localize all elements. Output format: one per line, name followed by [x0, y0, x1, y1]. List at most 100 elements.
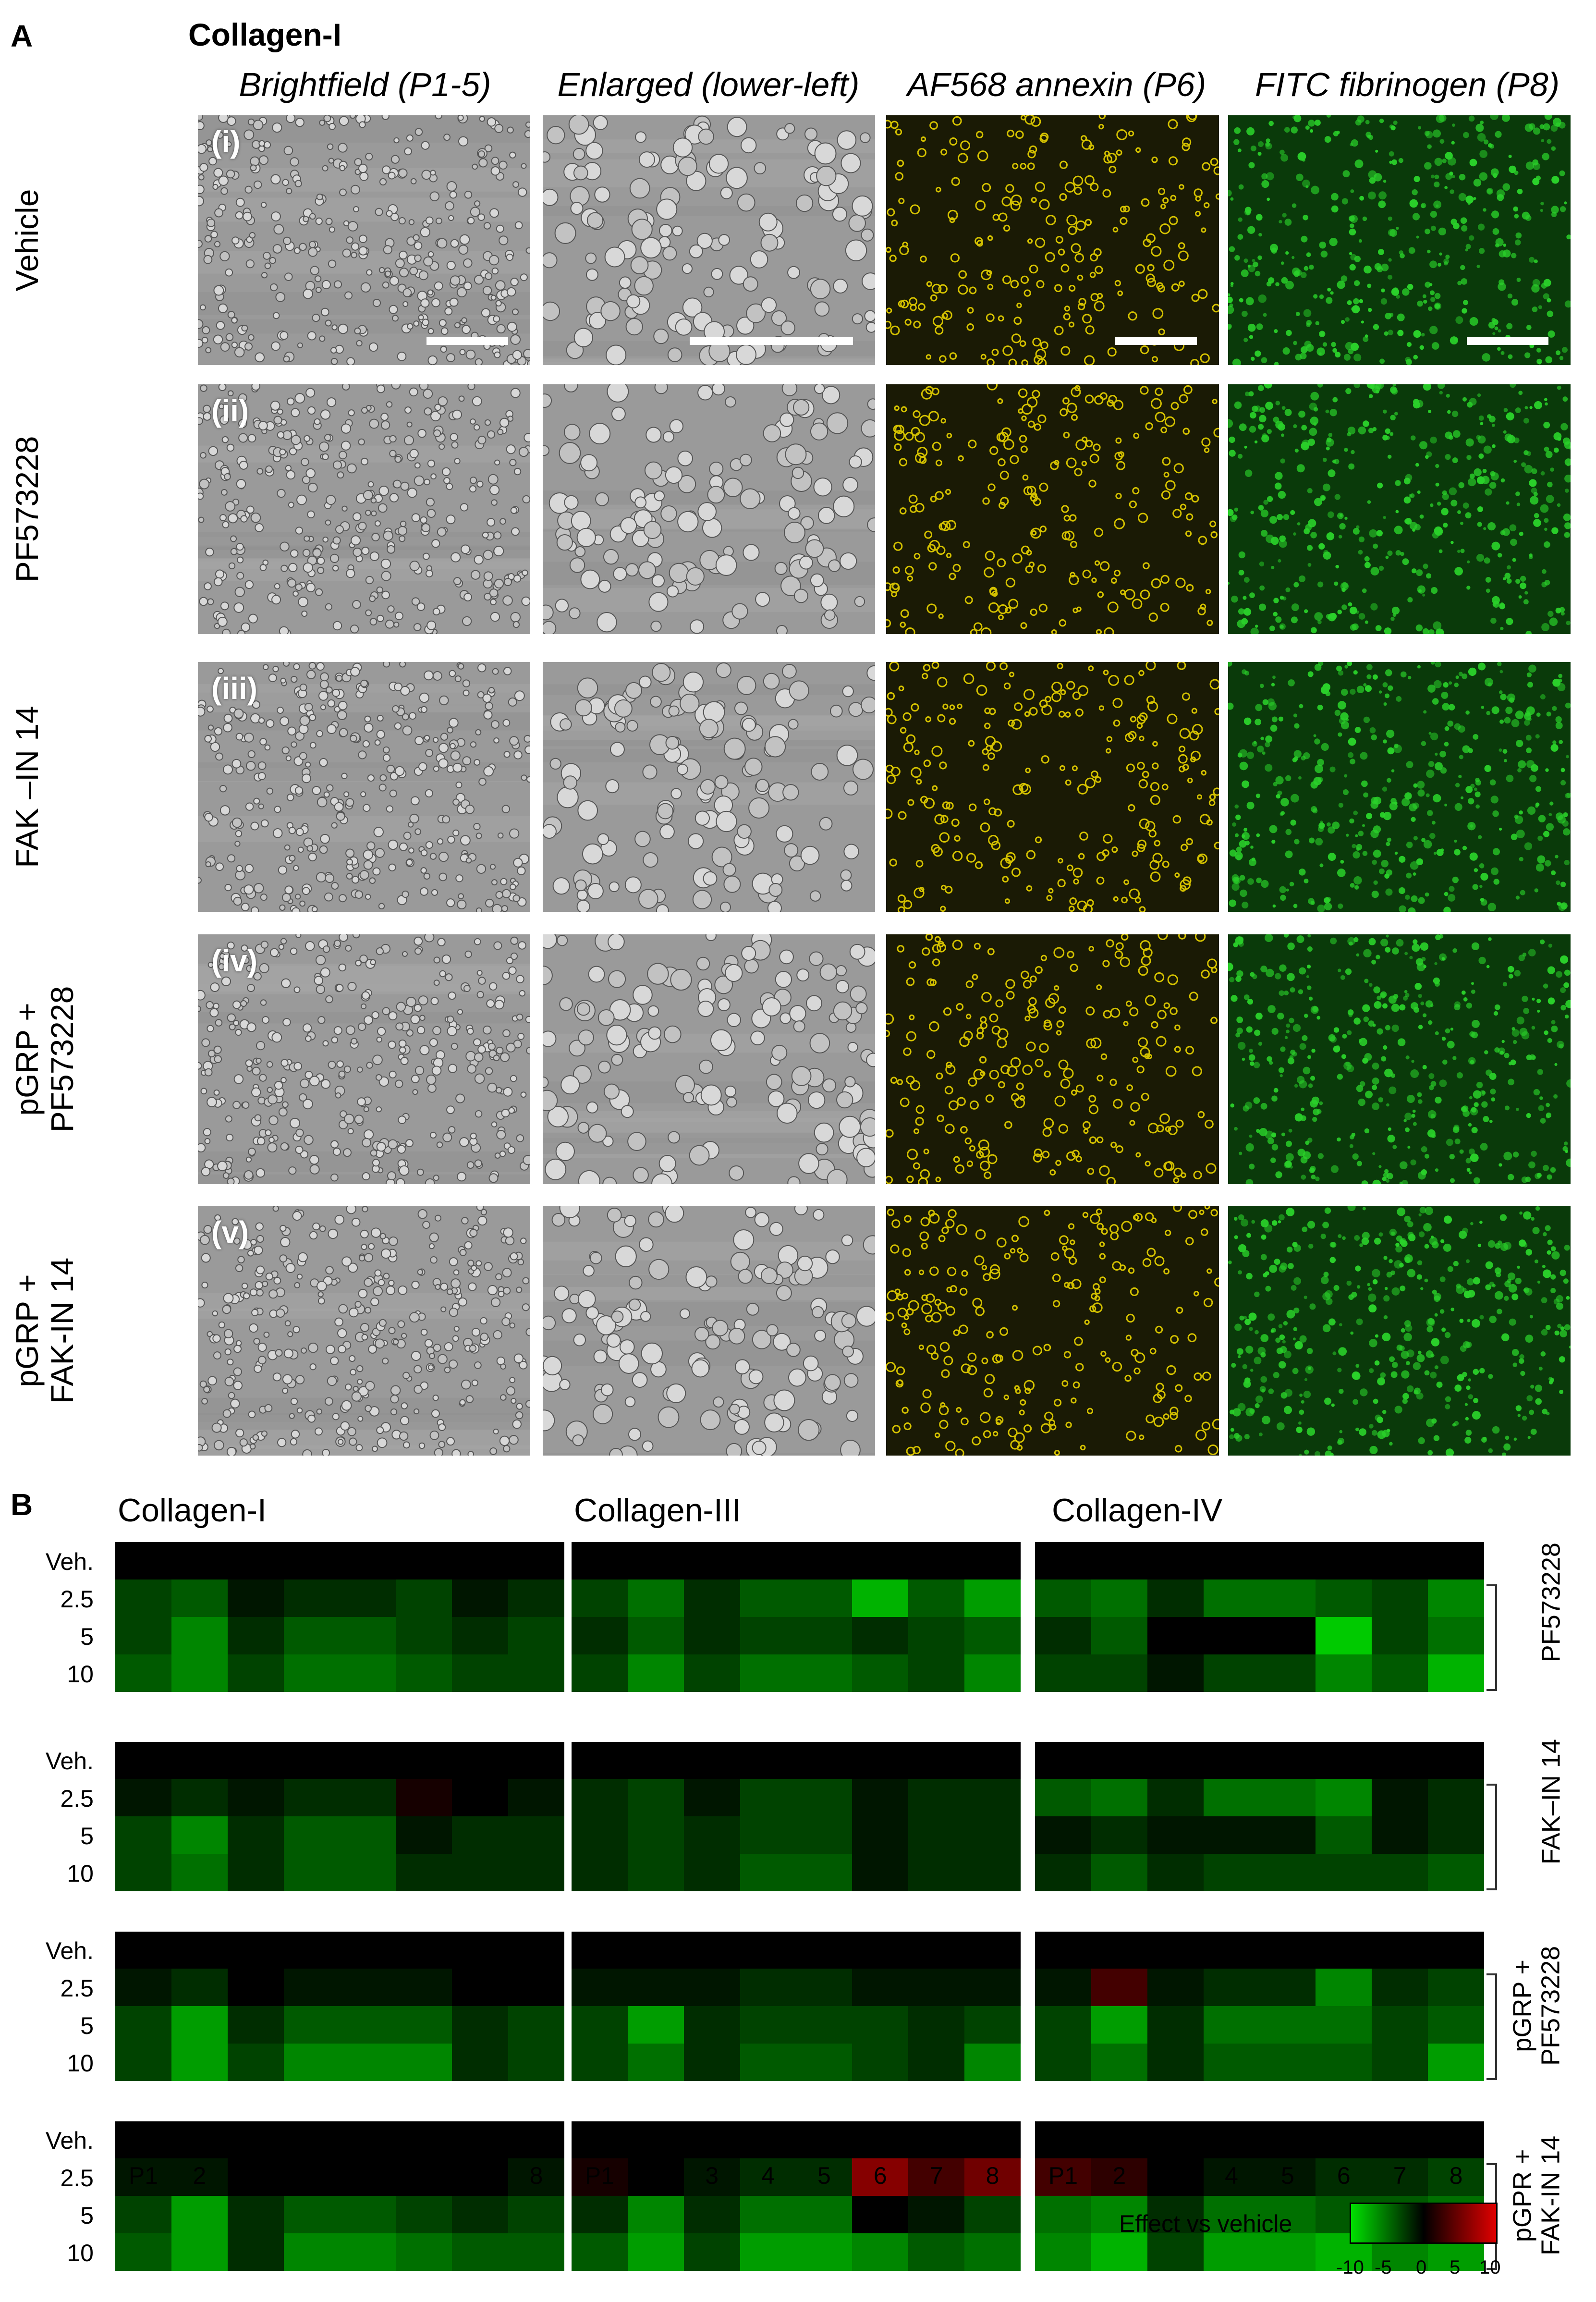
heatmap-cell: [508, 1580, 565, 1617]
heatmap-cell: [1316, 1542, 1372, 1580]
micrograph-fibrinogen-4: [1228, 934, 1571, 1184]
heatmap-cell: [508, 1931, 565, 1969]
group-brace: [1486, 1584, 1497, 1691]
legend-tick-5: 5: [1450, 2257, 1461, 2278]
heatmap-column-label: 6: [873, 2162, 887, 2189]
heatmap-cell: [964, 1654, 1021, 1692]
heatmap-cell: [452, 2121, 509, 2158]
heatmap-cell: [908, 1779, 965, 1816]
heatmap-cell: [452, 1542, 509, 1580]
heatmap-cell: [171, 2158, 228, 2196]
heatmap-cell: [171, 1931, 228, 1969]
heatmap-column-label: 3: [1169, 2162, 1182, 2189]
heatmap-cell: [1259, 1617, 1316, 1654]
heatmap-cell: [964, 2233, 1021, 2271]
heatmap-cell: [1428, 1580, 1485, 1617]
heatmap-cell: [227, 1779, 284, 1816]
heatmap-cell: [1428, 2044, 1485, 2081]
heatmap-cell: [508, 1617, 565, 1654]
heatmap-cell: [1259, 1969, 1316, 2006]
row-label-line: Vehicle: [9, 189, 45, 292]
heatmap-cell: [171, 2044, 228, 2081]
heatmap-cell: [796, 1816, 853, 1854]
heatmap-cell: [572, 1741, 628, 1779]
heatmap-cell: [283, 1931, 340, 1969]
heatmap-column-label: 5: [1281, 2162, 1294, 2189]
heatmap-cell: [283, 1617, 340, 1654]
heatmap-cell: [283, 1969, 340, 2006]
heatmap-cell: [908, 2006, 965, 2044]
heatmap-cell: [340, 1816, 396, 1854]
heatmap-cell: [171, 1779, 228, 1816]
heatmap-cell: [171, 1741, 228, 1779]
heatmap-cell: [796, 2233, 853, 2271]
heatmap-cell: [340, 1741, 396, 1779]
heatmap-cell: [908, 1741, 965, 1779]
heatmap-group-label-line: pGRP +: [1508, 1959, 1537, 2052]
heatmap-cell: [1259, 1779, 1316, 1816]
heatmap-cell: [171, 2006, 228, 2044]
heatmap-cell: [1035, 1617, 1091, 1654]
heatmap-cell: [1372, 1654, 1428, 1692]
heatmap-column-label: 3: [249, 2162, 263, 2189]
heatmap-cell: [227, 1654, 284, 1692]
heatmap-cell: [283, 1542, 340, 1580]
heatmap-column-label: 6: [1337, 2162, 1351, 2189]
row-roman-numeral: (ii): [211, 393, 249, 428]
heatmap-cell: [1091, 2121, 1147, 2158]
heatmap-cell: [396, 2121, 452, 2158]
micrograph-brightfield-2: (ii): [198, 384, 530, 634]
heatmap-cell: [396, 1779, 452, 1816]
heatmap-cell: [1316, 1931, 1372, 1969]
heatmap-cell: [1259, 1931, 1316, 1969]
heatmap-row-label: 5: [80, 2012, 94, 2039]
heatmap-cell: [227, 2158, 284, 2196]
heatmap-column-label: 2: [649, 2162, 663, 2189]
heatmap-cell: [1428, 2158, 1485, 2196]
heatmap-cell: [1316, 1816, 1372, 1854]
heatmap-row-label: 2.5: [60, 2165, 94, 2192]
heatmap-cell: [572, 2121, 628, 2158]
micrograph-annexin-4: [886, 934, 1219, 1184]
row-roman-numeral: (iv): [211, 943, 257, 978]
heatmap-cell: [340, 1969, 396, 2006]
row-label-line: pGRP +: [9, 1003, 45, 1116]
heatmap-cell: [1316, 1779, 1372, 1816]
heatmap-cell: [572, 1580, 628, 1617]
heatmap-cell: [452, 1931, 509, 1969]
heatmap-cell: [964, 2044, 1021, 2081]
heatmap-cell: [1203, 1969, 1260, 2006]
heatmap-cell: [1428, 2006, 1485, 2044]
heatmap-cell: [508, 2158, 565, 2196]
heatmap-cell: [1259, 2196, 1316, 2233]
heatmap-cell: [171, 1617, 228, 1654]
heatmap-cell: [115, 1580, 171, 1617]
heatmap-cell: [1203, 1854, 1260, 1891]
heatmap-cell: [1372, 2044, 1428, 2081]
heatmap-cell: [1147, 1779, 1204, 1816]
heatmap-cell: [796, 2006, 853, 2044]
heatmap-cell: [1035, 1816, 1091, 1854]
heatmap-cell: [1372, 1779, 1428, 1816]
heatmap-cell: [627, 1931, 684, 1969]
micrograph-annexin-5: [886, 1206, 1219, 1456]
legend-tick-0: 0: [1416, 2257, 1427, 2278]
heatmap-cell: [340, 2158, 396, 2196]
heatmap-cell: [740, 2121, 796, 2158]
heatmap-cell: [1091, 1931, 1147, 1969]
heatmap-cell: [227, 2044, 284, 2081]
legend-title: Effect vs vehicle: [1119, 2210, 1292, 2237]
heatmap-cell: [1203, 1931, 1260, 1969]
heatmap-cell: [1035, 2233, 1091, 2271]
heatmap-cell: [1203, 1816, 1260, 1854]
heatmap-cell: [452, 2233, 509, 2271]
heatmap-cell: [396, 2196, 452, 2233]
heatmap-cell: [852, 2158, 909, 2196]
micrograph-annexin-2: [886, 384, 1219, 634]
heatmap-cell: [396, 1931, 452, 1969]
heatmap-cell: [852, 2121, 909, 2158]
heatmap-cell: [572, 1931, 628, 1969]
heatmap-cell: [1259, 2121, 1316, 2158]
heatmap-cell: [1035, 2044, 1091, 2081]
heatmap-cell: [115, 1542, 171, 1580]
